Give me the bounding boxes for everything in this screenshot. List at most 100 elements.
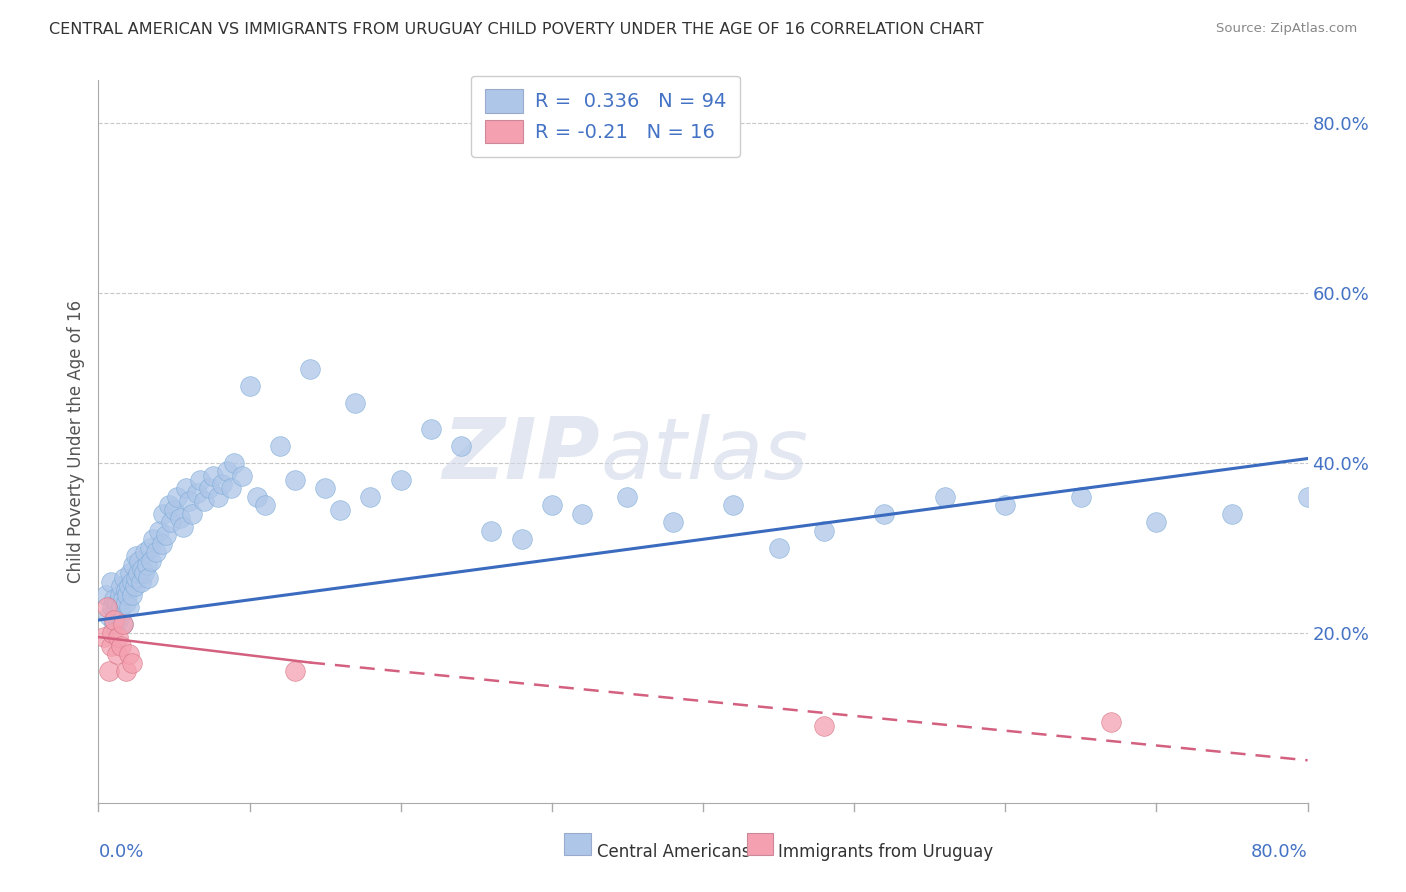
Point [540, 498, 562, 512]
Point [131, 562, 153, 576]
Point [136, 570, 159, 584]
Point [132, 566, 155, 581]
Point [100, 574, 122, 589]
Text: ZIP: ZIP [443, 415, 600, 498]
Point [179, 494, 201, 508]
Point [159, 498, 181, 512]
Point [1220, 507, 1243, 521]
Point [169, 511, 191, 525]
Point [510, 533, 533, 547]
Point [125, 570, 148, 584]
Point [121, 588, 143, 602]
Point [118, 579, 141, 593]
Point [148, 524, 170, 538]
Point [114, 664, 136, 678]
Point [202, 468, 225, 483]
Point [129, 574, 152, 589]
Point [571, 507, 593, 521]
Point [215, 464, 238, 478]
Point [114, 596, 136, 610]
Text: Immigrants from Uruguay: Immigrants from Uruguay [778, 843, 993, 862]
Point [246, 490, 269, 504]
Point [1327, 498, 1350, 512]
Point [420, 422, 443, 436]
Point [481, 524, 503, 538]
Text: Source: ZipAtlas.com: Source: ZipAtlas.com [1216, 22, 1357, 36]
Point [114, 583, 136, 598]
Point [314, 481, 336, 495]
Point [344, 396, 367, 410]
Point [389, 473, 412, 487]
Point [135, 558, 157, 572]
Point [105, 596, 128, 610]
FancyBboxPatch shape [564, 833, 591, 855]
Text: atlas: atlas [600, 415, 808, 498]
Point [994, 498, 1017, 512]
Point [284, 473, 307, 487]
Point [96, 600, 118, 615]
Point [110, 639, 132, 653]
Point [253, 498, 276, 512]
Point [450, 439, 472, 453]
Point [93, 630, 115, 644]
Y-axis label: Child Poverty Under the Age of 16: Child Poverty Under the Age of 16 [66, 300, 84, 583]
Point [284, 664, 307, 678]
Point [186, 485, 208, 500]
Point [166, 490, 188, 504]
Point [145, 545, 167, 559]
Point [873, 507, 896, 521]
Point [118, 600, 141, 615]
Point [172, 519, 194, 533]
Point [616, 490, 638, 504]
Point [120, 566, 142, 581]
Point [128, 553, 150, 567]
Point [139, 541, 162, 555]
Point [723, 498, 745, 512]
Point [1070, 490, 1092, 504]
Point [224, 456, 246, 470]
Point [813, 719, 835, 733]
Point [231, 468, 253, 483]
Point [127, 566, 149, 581]
Point [141, 553, 163, 567]
Point [174, 481, 197, 495]
Point [163, 502, 186, 516]
Point [108, 608, 131, 623]
Point [299, 362, 322, 376]
Point [134, 545, 156, 559]
Point [115, 588, 138, 602]
Point [207, 490, 229, 504]
Point [108, 588, 131, 602]
Legend: R =  0.336   N = 94, R = -0.21   N = 16: R = 0.336 N = 94, R = -0.21 N = 16 [471, 76, 740, 157]
Point [103, 591, 125, 606]
Point [118, 647, 141, 661]
Point [107, 613, 129, 627]
Point [103, 613, 125, 627]
Text: Central Americans: Central Americans [596, 843, 749, 862]
Point [160, 516, 183, 530]
Point [111, 591, 134, 606]
Point [112, 570, 135, 584]
Point [110, 579, 132, 593]
Point [104, 605, 127, 619]
Point [661, 516, 683, 530]
Point [122, 558, 145, 572]
Point [269, 439, 291, 453]
Point [121, 574, 143, 589]
Point [121, 656, 143, 670]
Point [329, 502, 352, 516]
Point [107, 630, 129, 644]
Point [181, 507, 204, 521]
Point [813, 524, 835, 538]
Point [124, 579, 146, 593]
Point [105, 647, 128, 661]
Point [934, 490, 956, 504]
Point [100, 639, 122, 653]
Point [239, 379, 262, 393]
Text: 0.0%: 0.0% [98, 843, 143, 861]
Point [360, 490, 382, 504]
Point [768, 541, 790, 555]
Point [101, 600, 124, 615]
Point [98, 608, 121, 623]
Point [125, 549, 148, 564]
